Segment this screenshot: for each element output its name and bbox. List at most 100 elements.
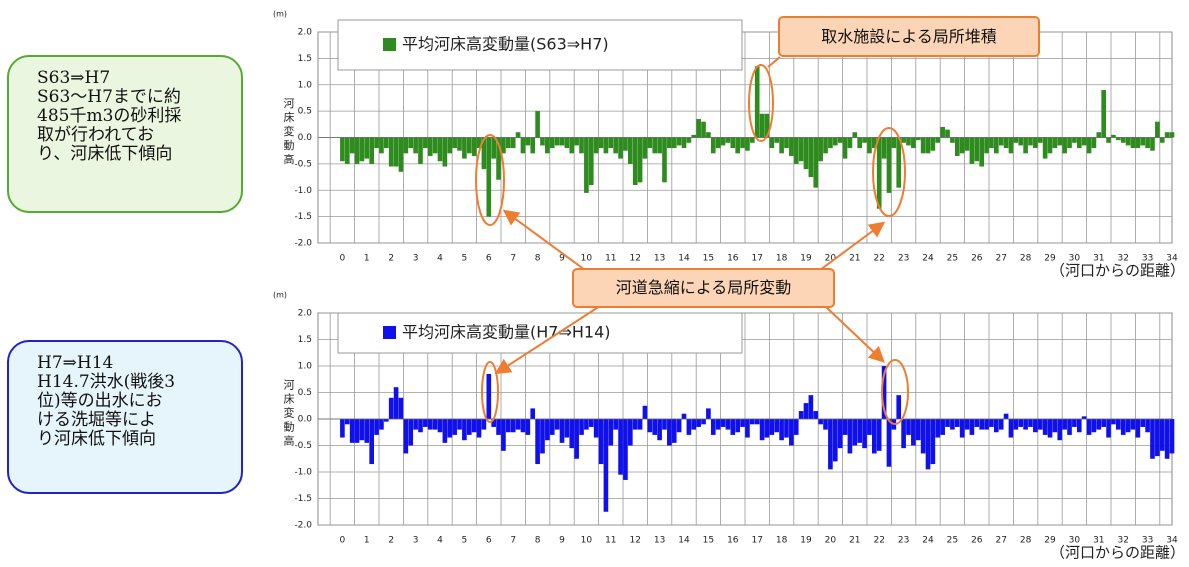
highlight-ellipse	[748, 64, 774, 142]
bar	[911, 137, 916, 149]
bar	[915, 419, 921, 441]
x-tick-label: 26	[971, 254, 983, 264]
x-tick-label: 9	[559, 536, 565, 546]
bar	[1091, 137, 1097, 149]
bar	[769, 419, 775, 435]
bar	[823, 137, 828, 154]
legend-swatch	[383, 38, 396, 51]
bar	[867, 419, 872, 435]
bar	[1106, 137, 1111, 143]
bar	[564, 137, 570, 149]
bar	[720, 137, 726, 146]
bar	[623, 137, 628, 151]
x-tick-label: 12	[629, 536, 640, 546]
note-line: 位)等の出水にお	[37, 391, 163, 411]
callout: 取水施設による局所堆積	[778, 16, 1040, 57]
bar	[486, 373, 492, 419]
note-line: 取が行われてお	[37, 125, 155, 145]
x-tick-label: 22	[873, 254, 884, 264]
bar	[1008, 137, 1014, 154]
x-tick-label: 12	[629, 254, 640, 264]
bar	[979, 419, 984, 430]
bar	[715, 137, 721, 149]
bar	[354, 419, 360, 443]
bar	[784, 137, 789, 149]
bar	[432, 137, 438, 154]
bar	[501, 137, 506, 154]
bar	[1140, 419, 1146, 427]
bar	[940, 419, 945, 435]
bar	[1155, 419, 1160, 457]
bar	[1091, 419, 1097, 433]
bar	[1003, 137, 1009, 149]
legend-swatch	[383, 326, 396, 339]
bar	[676, 419, 682, 433]
x-tick-label: 7	[510, 536, 516, 546]
bar	[911, 419, 916, 446]
bar	[384, 137, 389, 149]
bar	[798, 137, 804, 162]
bar	[374, 137, 379, 149]
bar	[681, 137, 687, 149]
x-tick-label: 33	[1142, 536, 1153, 546]
bar	[642, 137, 648, 159]
bar	[628, 137, 633, 164]
bar	[969, 137, 975, 164]
bar	[623, 419, 628, 480]
bar	[832, 137, 838, 146]
bar	[1037, 137, 1043, 143]
x-tick-label: 34	[1166, 254, 1178, 264]
bar	[393, 137, 399, 167]
bar	[574, 419, 579, 459]
bar	[584, 419, 589, 430]
bar	[447, 419, 453, 438]
bar	[667, 137, 672, 149]
bar	[935, 137, 941, 143]
x-tick-label: 27	[995, 254, 1006, 264]
bar	[564, 419, 570, 438]
bar	[515, 132, 521, 138]
bar	[457, 137, 462, 151]
bar	[1057, 137, 1063, 146]
x-tick-label: 1	[364, 536, 370, 546]
x-tick-label: 22	[873, 536, 884, 546]
bar	[847, 419, 853, 454]
bar	[969, 419, 975, 435]
bar	[935, 419, 941, 438]
bar	[574, 137, 579, 146]
x-tick-label: 28	[1020, 536, 1032, 546]
bar	[579, 137, 584, 154]
bar	[989, 137, 994, 149]
bar	[715, 419, 721, 430]
bar	[847, 137, 853, 149]
highlight-ellipse	[475, 134, 505, 226]
bar	[491, 137, 496, 159]
bar	[632, 419, 638, 430]
bar	[671, 419, 677, 443]
bar	[510, 419, 516, 433]
bar	[1072, 419, 1077, 427]
bar	[359, 419, 365, 441]
highlight-ellipse	[872, 127, 906, 217]
bar	[852, 419, 858, 446]
x-tick-label: 17	[751, 536, 762, 546]
bar	[344, 419, 350, 425]
bar	[1096, 132, 1102, 138]
bar	[657, 419, 662, 441]
bar	[784, 419, 789, 438]
bar	[754, 419, 760, 425]
bar	[545, 137, 550, 154]
bar	[535, 419, 540, 465]
x-tick-label: 7	[510, 254, 516, 264]
bar	[710, 137, 716, 154]
bar	[906, 137, 911, 146]
bar	[403, 137, 409, 154]
bar	[549, 419, 555, 435]
bar	[1130, 419, 1136, 430]
bar	[989, 419, 994, 427]
bar	[1013, 137, 1019, 143]
bar	[793, 137, 799, 164]
x-tick-label: 29	[1044, 254, 1056, 264]
bar	[559, 137, 565, 146]
